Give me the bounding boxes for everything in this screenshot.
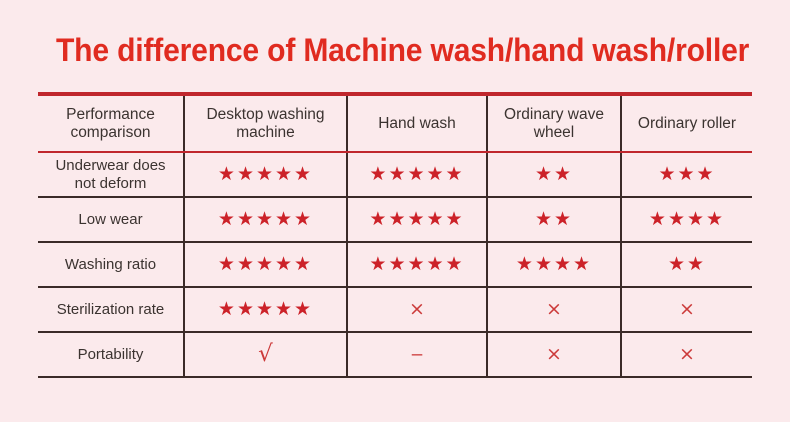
header-bottom-rule bbox=[38, 151, 752, 153]
rating-cell: × bbox=[347, 287, 488, 332]
star-rating: ★★★★★ bbox=[369, 163, 465, 185]
row-label: Sterilization rate bbox=[56, 300, 165, 318]
comparison-table-wrapper: Performance comparison Desktop washing m… bbox=[38, 92, 752, 378]
row-divider-4 bbox=[38, 331, 752, 333]
column-header-label: Performance comparison bbox=[66, 106, 155, 141]
table-bottom-rule bbox=[38, 376, 752, 378]
row-label-underwear-does-not-deform: Underwear does not deform bbox=[38, 152, 185, 197]
star-rating: ★★★★★ bbox=[369, 253, 465, 275]
rating-cell: × bbox=[487, 332, 622, 377]
page-title: The difference of Machine wash/hand wash… bbox=[56, 32, 750, 68]
rating-cell: ★★★★ bbox=[487, 242, 622, 287]
star-rating: ★★★★★ bbox=[217, 208, 314, 230]
row-label: Washing ratio bbox=[64, 255, 157, 273]
rating-cell: – bbox=[347, 332, 488, 377]
rating-cell: √ bbox=[184, 332, 348, 377]
cross-icon: × bbox=[679, 342, 695, 365]
column-header-label: Ordinary roller bbox=[637, 115, 737, 132]
row-label: Portability bbox=[77, 345, 144, 363]
table-top-rule bbox=[38, 92, 752, 96]
column-header-label: Ordinary wave wheel bbox=[504, 106, 604, 141]
star-rating: ★★ bbox=[534, 163, 574, 185]
rating-cell: ★★★★★ bbox=[347, 242, 488, 287]
row-label: Low wear bbox=[78, 210, 143, 228]
column-header-performance-comparison: Performance comparison bbox=[38, 96, 185, 152]
table-row: Sterilization rate ★★★★★ × × × bbox=[38, 287, 752, 332]
column-header-desktop-washing-machine: Desktop washing machine bbox=[184, 96, 348, 152]
star-rating: ★★★★★ bbox=[217, 298, 314, 320]
star-rating: ★★ bbox=[534, 208, 574, 230]
cross-icon: × bbox=[546, 342, 562, 365]
check-icon: √ bbox=[258, 341, 273, 367]
row-label-portability: Portability bbox=[38, 332, 185, 377]
rating-cell: ★★★★★ bbox=[184, 197, 348, 242]
star-rating: ★★★★ bbox=[515, 253, 593, 275]
row-label-low-wear: Low wear bbox=[38, 197, 185, 242]
rating-cell: × bbox=[621, 332, 752, 377]
row-label: Underwear does not deform bbox=[55, 156, 166, 192]
row-divider-2 bbox=[38, 241, 752, 243]
table-body: Underwear does not deform ★★★★★ ★★★★★ ★★… bbox=[38, 152, 752, 377]
row-label-sterilization-rate: Sterilization rate bbox=[38, 287, 185, 332]
star-rating: ★★ bbox=[667, 253, 707, 275]
row-divider-3 bbox=[38, 286, 752, 288]
cross-icon: × bbox=[546, 297, 562, 320]
column-header-hand-wash: Hand wash bbox=[347, 96, 488, 152]
rating-cell: ★★★★★ bbox=[184, 242, 348, 287]
cross-icon: × bbox=[679, 297, 695, 320]
table-row: Underwear does not deform ★★★★★ ★★★★★ ★★… bbox=[38, 152, 752, 197]
table-row: Washing ratio ★★★★★ ★★★★★ ★★★★ ★★ bbox=[38, 242, 752, 287]
column-header-label: Desktop washing machine bbox=[206, 106, 325, 141]
dash-icon: – bbox=[411, 343, 423, 365]
table-header-row: Performance comparison Desktop washing m… bbox=[38, 96, 752, 152]
rating-cell: ★★ bbox=[487, 197, 622, 242]
row-divider-1 bbox=[38, 196, 752, 198]
star-rating: ★★★★ bbox=[648, 208, 726, 230]
table-row: Low wear ★★★★★ ★★★★★ ★★ ★★★★ bbox=[38, 197, 752, 242]
star-rating: ★★★★★ bbox=[369, 208, 465, 230]
rating-cell: ★★★★★ bbox=[184, 287, 348, 332]
comparison-table: Performance comparison Desktop washing m… bbox=[38, 96, 752, 377]
star-rating: ★★★★★ bbox=[217, 253, 314, 275]
rating-cell: × bbox=[487, 287, 622, 332]
rating-cell: ★★★ bbox=[621, 152, 752, 197]
rating-cell: ★★ bbox=[487, 152, 622, 197]
column-header-label: Hand wash bbox=[378, 115, 456, 132]
star-rating: ★★★★★ bbox=[217, 163, 314, 185]
rating-cell: ★★★★★ bbox=[347, 197, 488, 242]
cross-icon: × bbox=[409, 297, 425, 320]
column-header-ordinary-roller: Ordinary roller bbox=[621, 96, 752, 152]
table-row: Portability √ – × × bbox=[38, 332, 752, 377]
rating-cell: ★★★★★ bbox=[184, 152, 348, 197]
rating-cell: ★★ bbox=[621, 242, 752, 287]
rating-cell: ★★★★ bbox=[621, 197, 752, 242]
column-header-ordinary-wave-wheel: Ordinary wave wheel bbox=[487, 96, 622, 152]
row-label-washing-ratio: Washing ratio bbox=[38, 242, 185, 287]
star-rating: ★★★ bbox=[658, 163, 716, 185]
rating-cell: ★★★★★ bbox=[347, 152, 488, 197]
rating-cell: × bbox=[621, 287, 752, 332]
